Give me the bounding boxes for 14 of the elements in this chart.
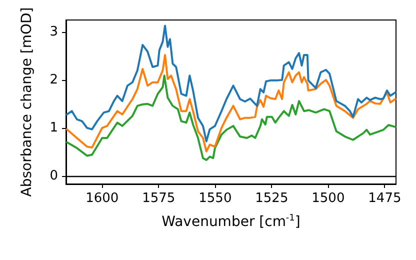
y-tick-label: 3 [50, 24, 58, 40]
y-tick-label: 2 [50, 72, 58, 88]
line-series [66, 74, 396, 162]
x-tick-label: 1600 [86, 191, 119, 206]
x-tick-label: 1475 [368, 191, 402, 206]
x-tick-label: 1550 [198, 191, 232, 206]
y-tick-label: 1 [50, 120, 58, 136]
x-tick-label: 1525 [255, 191, 288, 206]
x-tick-label: 1500 [312, 191, 345, 206]
x-tick-label: 1575 [142, 191, 176, 206]
line-series [66, 54, 396, 152]
y-axis-title: Absorbance change [mOD] [19, 7, 35, 197]
line-series [66, 24, 396, 142]
y-tick-label: 0 [50, 168, 58, 184]
